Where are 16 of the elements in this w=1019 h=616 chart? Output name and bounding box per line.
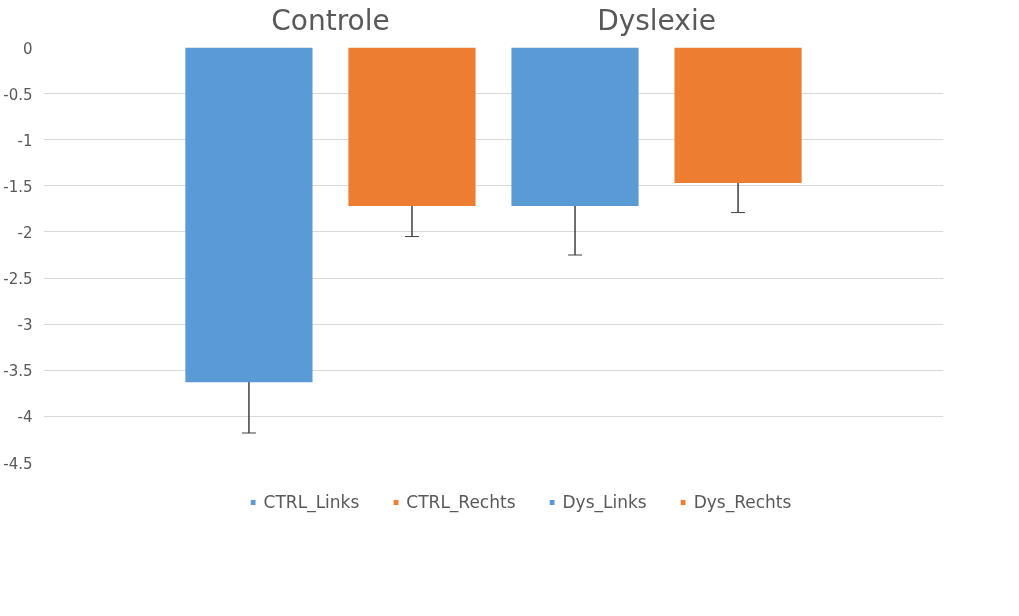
- y-tick-label: 0: [22, 39, 33, 58]
- y-tick-label: -1: [17, 131, 33, 150]
- y-tick-label: -0.5: [3, 85, 33, 104]
- y-tick-label: -2.5: [3, 270, 33, 289]
- legend-label: Dys_Links: [562, 492, 647, 512]
- x-tick-label: Dyslexie: [597, 3, 716, 37]
- y-tick-label: -1.5: [3, 177, 33, 196]
- legend-label: CTRL_Rechts: [406, 492, 516, 512]
- y-tick-label: -2: [17, 223, 33, 242]
- y-tick-label: -3.5: [3, 362, 33, 381]
- y-tick-label: -4.5: [3, 454, 33, 473]
- legend-label: CTRL_Links: [263, 492, 360, 512]
- x-tick-label: Controle: [271, 3, 390, 37]
- legend-label: Dys_Rechts: [693, 492, 792, 512]
- y-tick-label: -4: [17, 408, 33, 427]
- y-tick-label: -3: [17, 316, 33, 335]
